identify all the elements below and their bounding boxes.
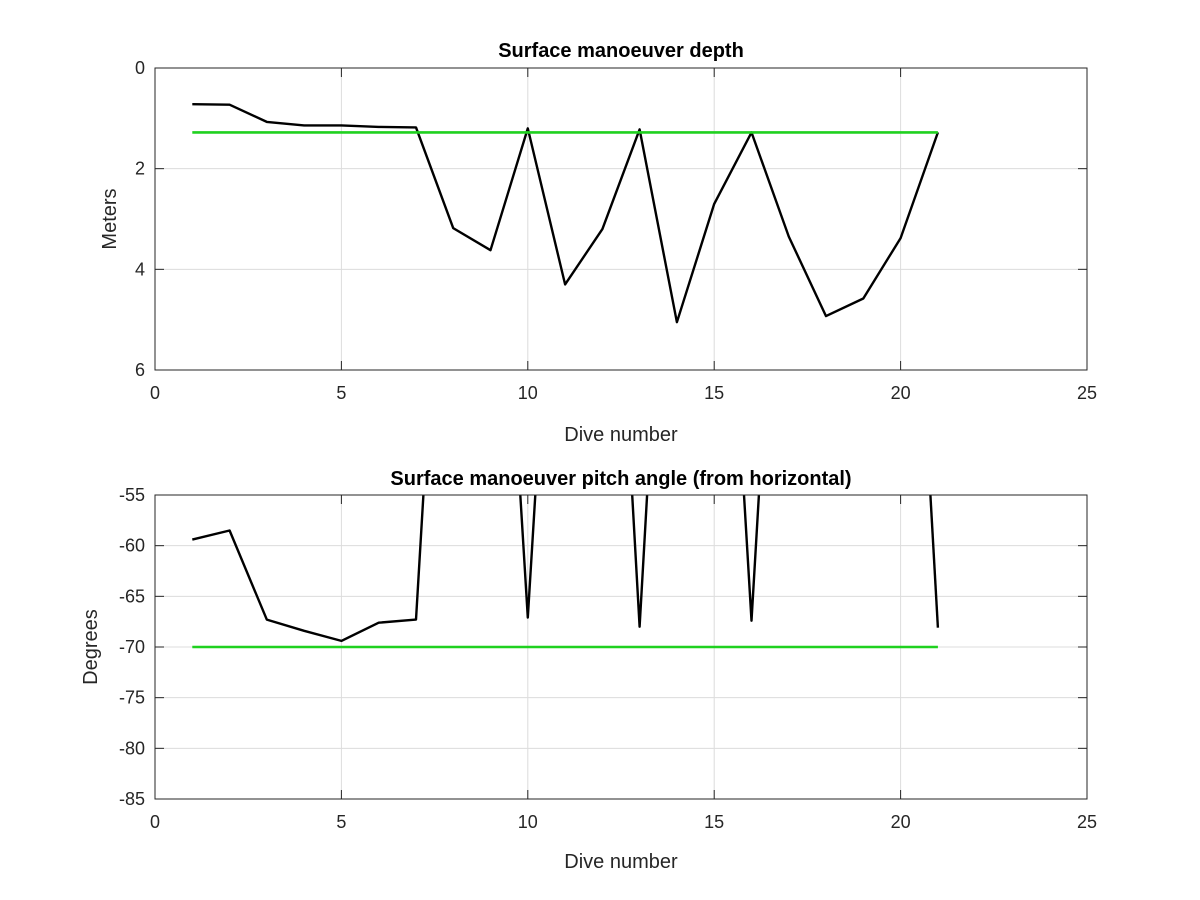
pitch-y-tick-label: -75 xyxy=(119,688,145,708)
pitch-x-tick-label: 15 xyxy=(704,812,724,832)
pitch-measured-series-line xyxy=(742,494,761,622)
pitch-panel: 0 5 10 15 20 25 -55 -60 -65 -70 -75 -80 -85 Surface … xyxy=(80,468,1097,873)
depth-y-tick-label: 0 xyxy=(135,58,145,78)
pitch-measured-series-line xyxy=(519,494,537,619)
pitch-x-tick-label: 20 xyxy=(891,812,911,832)
depth-ticks: 0 5 10 15 20 25 0 2 4 6 xyxy=(135,58,1097,403)
pitch-y-tick-label: -80 xyxy=(119,738,145,758)
pitch-y-tick-label: -65 xyxy=(119,586,145,606)
pitch-y-axis-label: Degrees xyxy=(80,609,102,685)
depth-chart-title: Surface manoeuver depth xyxy=(498,40,744,62)
depth-y-axis-label: Meters xyxy=(99,188,121,249)
pitch-measured-series-line xyxy=(631,494,649,628)
pitch-x-tick-label: 10 xyxy=(518,812,538,832)
depth-x-tick-label: 0 xyxy=(150,383,160,403)
depth-panel: 0 5 10 15 20 25 0 2 4 6 Surface manoeuver depth D… xyxy=(99,40,1097,446)
depth-x-tick-label: 20 xyxy=(891,383,911,403)
pitch-chart-title: Surface manoeuver pitch angle (from hori… xyxy=(390,468,851,490)
depth-x-tick-label: 15 xyxy=(704,383,724,403)
depth-x-axis-label: Dive number xyxy=(564,424,678,446)
pitch-measured-series-line xyxy=(192,494,425,643)
pitch-y-tick-label: -55 xyxy=(119,485,145,505)
pitch-x-tick-label: 25 xyxy=(1077,812,1097,832)
depth-x-tick-label: 5 xyxy=(336,383,346,403)
depth-axes-frame xyxy=(154,67,1088,371)
depth-plot-area xyxy=(155,68,1087,370)
pitch-measured-series-line xyxy=(929,494,940,628)
pitch-y-tick-label: -85 xyxy=(119,789,145,809)
pitch-y-tick-label: -70 xyxy=(119,637,145,657)
depth-y-tick-label: 4 xyxy=(135,259,145,279)
pitch-x-tick-label: 5 xyxy=(336,812,346,832)
pitch-x-axis-label: Dive number xyxy=(564,851,678,873)
pitch-ticks: 0 5 10 15 20 25 -55 -60 -65 -70 -75 -80 -85 xyxy=(119,485,1097,832)
depth-measured-series-line xyxy=(192,103,940,324)
depth-x-tick-label: 10 xyxy=(518,383,538,403)
pitch-y-tick-label: -60 xyxy=(119,536,145,556)
depth-y-tick-label: 6 xyxy=(135,360,145,380)
depth-y-tick-label: 2 xyxy=(135,159,145,179)
pitch-series-group xyxy=(192,494,940,649)
depth-x-tick-label: 25 xyxy=(1077,383,1097,403)
depth-series-group xyxy=(192,103,940,324)
pitch-x-tick-label: 0 xyxy=(150,812,160,832)
